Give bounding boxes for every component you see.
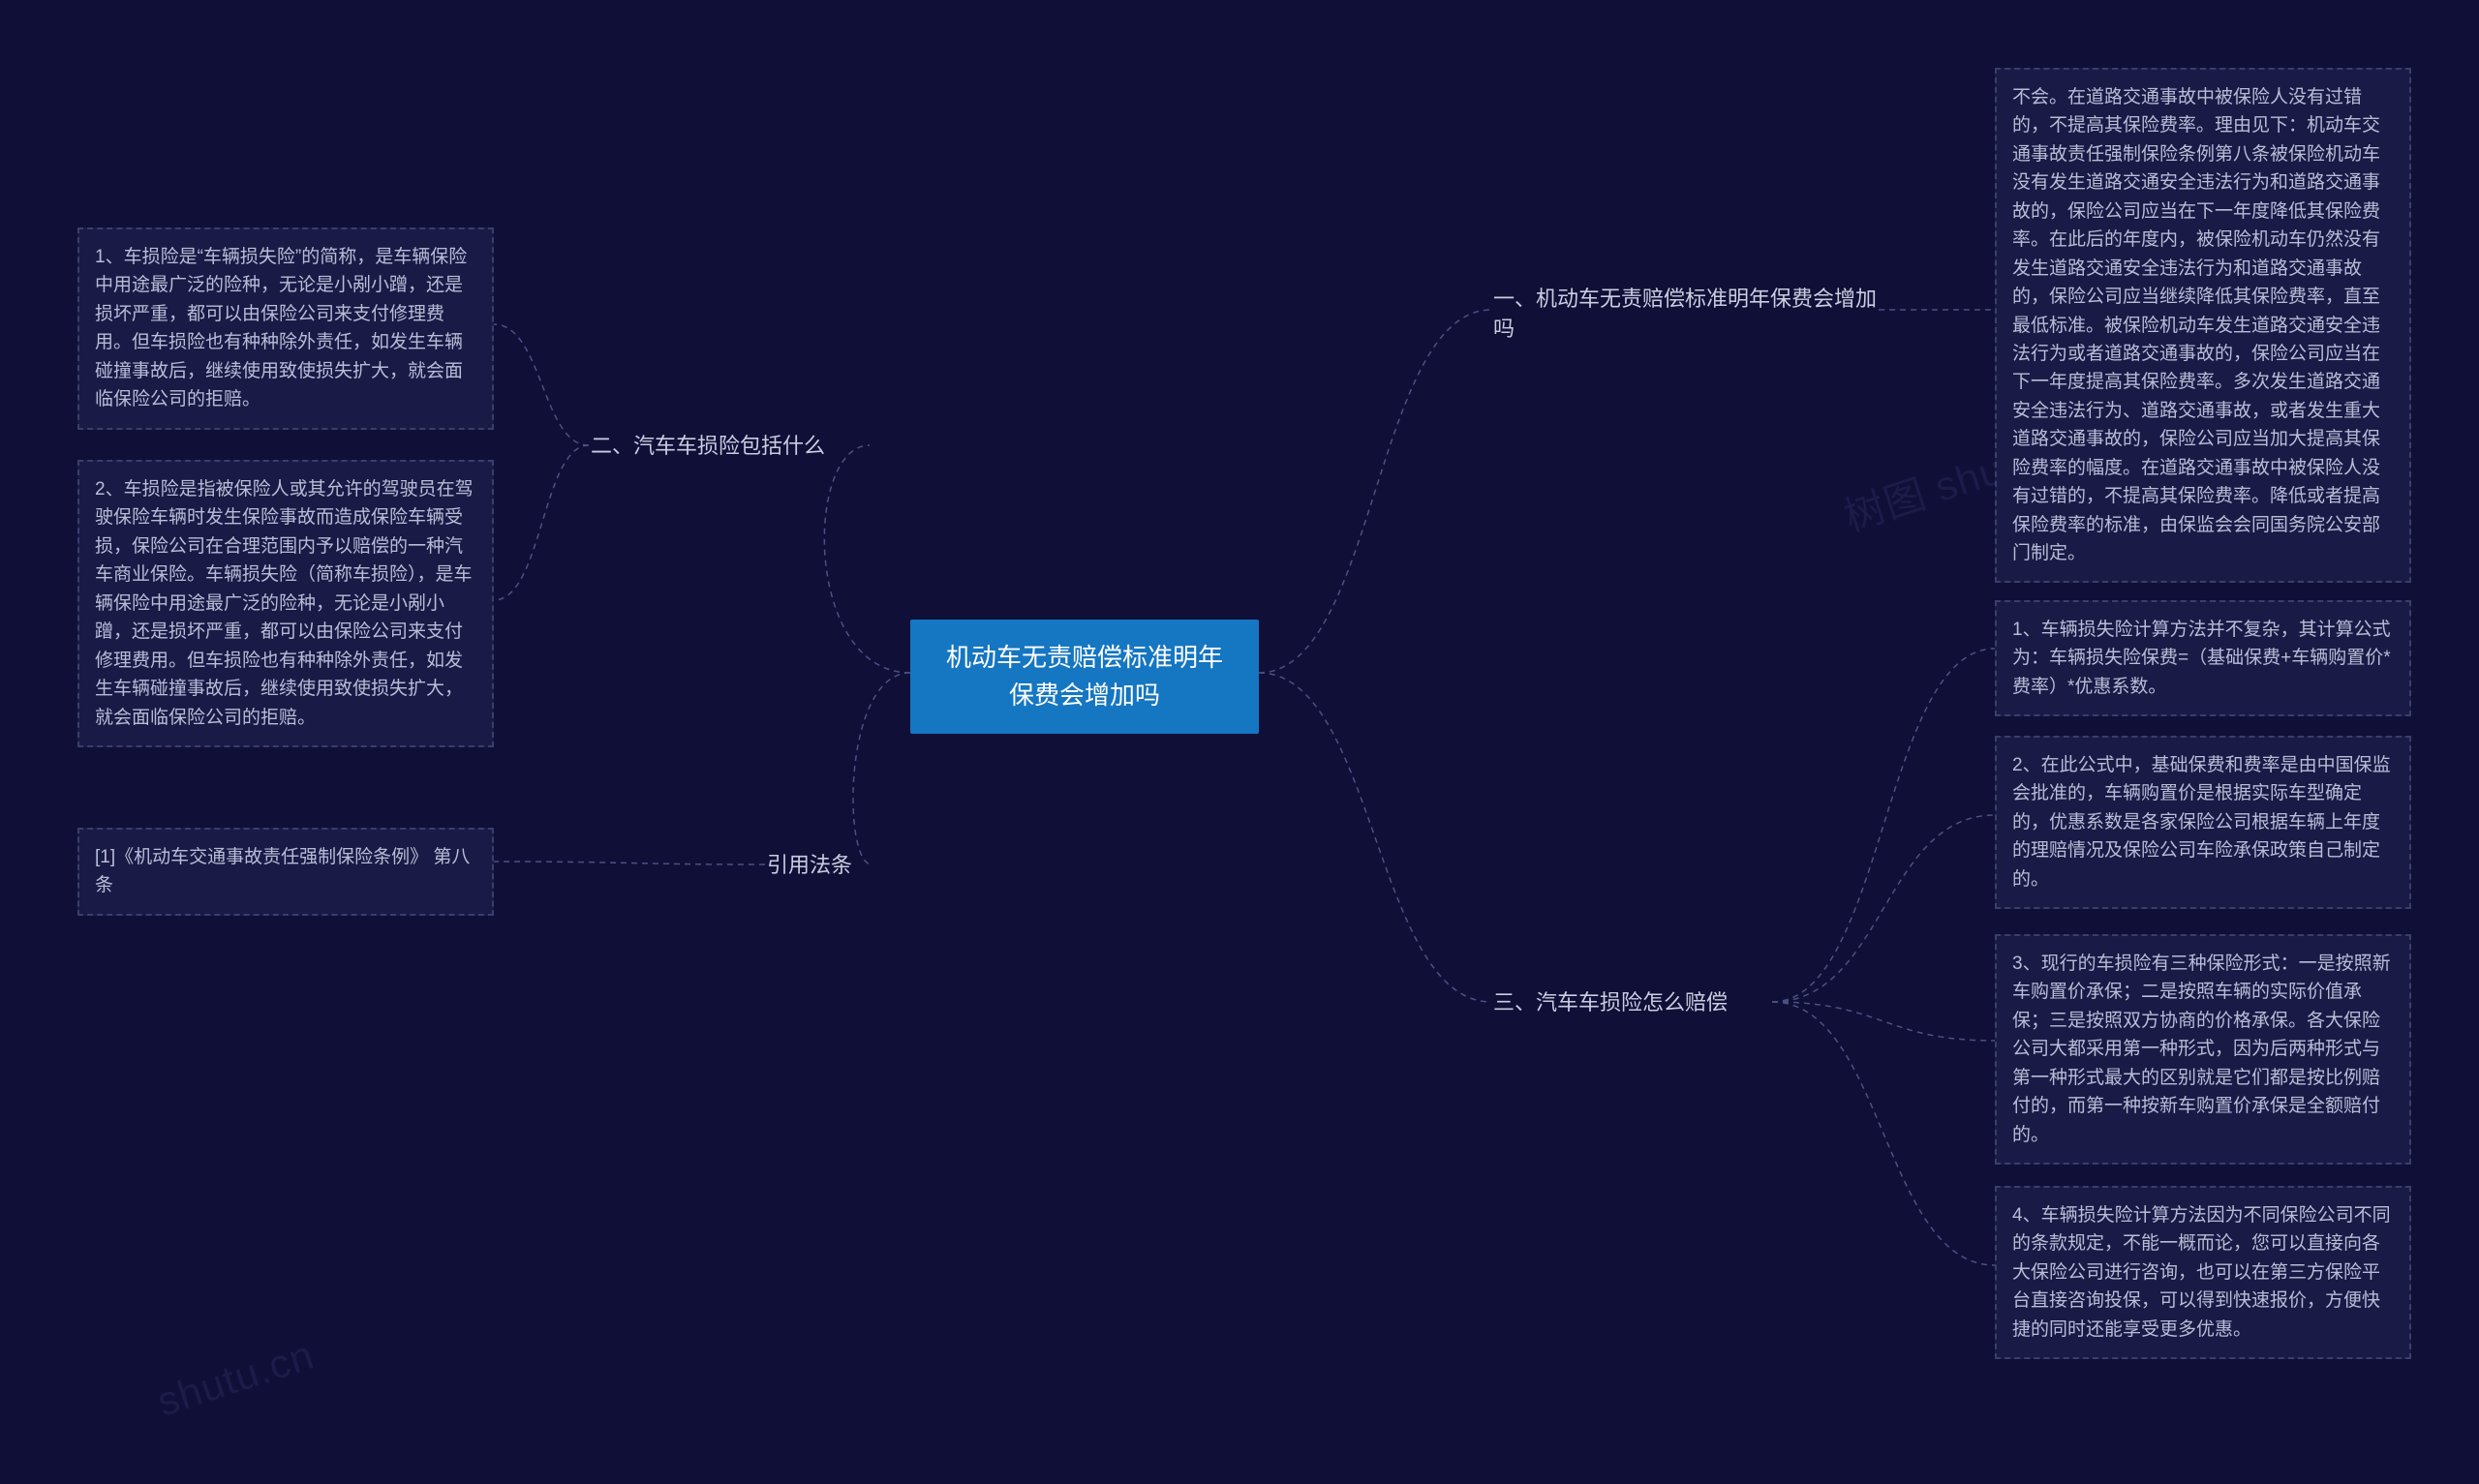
leaf-node[interactable]: 2、车损险是指被保险人或其允许的驾驶员在驾驶保险车辆时发生保险事故而造成保险车辆… [77,460,494,747]
watermark: shutu.cn [152,1331,320,1425]
branch-node-3[interactable]: 三、汽车车损险怎么赔偿 [1491,983,1772,1024]
leaf-text: 1、车辆损失险计算方法并不复杂，其计算公式为：车辆损失险保费=（基础保费+车辆购… [2012,620,2391,697]
leaf-node[interactable]: 不会。在道路交通事故中被保险人没有过错的，不提高其保险费率。理由见下：机动车交通… [1995,68,2411,583]
leaf-text: 4、车辆损失险计算方法因为不同保险公司不同的条款规定，不能一概而论，您可以直接向… [2012,1205,2391,1340]
branch-label: 三、汽车车损险怎么赔偿 [1493,990,1728,1015]
leaf-node[interactable]: 3、现行的车损险有三种保险形式：一是按照新车购置价承保；二是按照车辆的实际价值承… [1995,934,2411,1165]
leaf-text: 2、车损险是指被保险人或其允许的驾驶员在驾驶保险车辆时发生保险事故而造成保险车辆… [95,479,474,728]
leaf-node[interactable]: [1]《机动车交通事故责任强制保险条例》 第八条 [77,828,494,916]
center-node[interactable]: 机动车无责赔偿标准明年 保费会增加吗 [910,620,1259,734]
leaf-text: 2、在此公式中，基础保费和费率是由中国保监会批准的，车辆购置价是根据实际车型确定… [2012,755,2391,890]
mindmap-canvas: shutu.cn shutu.cn 树图 shutu 机动车无责赔偿标准明年 保… [0,0,2479,1484]
leaf-text: 3、现行的车损险有三种保险形式：一是按照新车购置价承保；二是按照车辆的实际价值承… [2012,954,2391,1145]
leaf-text: [1]《机动车交通事故责任强制保险条例》 第八条 [95,847,470,895]
leaf-text: 不会。在道路交通事故中被保险人没有过错的，不提高其保险费率。理由见下：机动车交通… [2012,87,2380,563]
branch-node-1[interactable]: 一、机动车无责赔偿标准明年保费会增加吗 [1491,279,1879,350]
leaf-node[interactable]: 4、车辆损失险计算方法因为不同保险公司不同的条款规定，不能一概而论，您可以直接向… [1995,1186,2411,1359]
leaf-text: 1、车损险是“车辆损失险”的简称，是车辆保险中用途最广泛的险种，无论是小剐小蹭，… [95,247,467,409]
branch-label: 一、机动车无责赔偿标准明年保费会增加吗 [1493,287,1877,341]
branch-label: 二、汽车车损险包括什么 [591,434,825,458]
leaf-node[interactable]: 1、车损险是“车辆损失险”的简称，是车辆保险中用途最广泛的险种，无论是小剐小蹭，… [77,227,494,430]
leaf-node[interactable]: 2、在此公式中，基础保费和费率是由中国保监会批准的，车辆购置价是根据实际车型确定… [1995,736,2411,909]
branch-label: 引用法条 [767,853,852,877]
center-node-text: 机动车无责赔偿标准明年 保费会增加吗 [946,643,1223,710]
branch-node-2[interactable]: 二、汽车车损险包括什么 [589,426,870,468]
leaf-node[interactable]: 1、车辆损失险计算方法并不复杂，其计算公式为：车辆损失险保费=（基础保费+车辆购… [1995,600,2411,716]
branch-node-4[interactable]: 引用法条 [765,845,872,887]
